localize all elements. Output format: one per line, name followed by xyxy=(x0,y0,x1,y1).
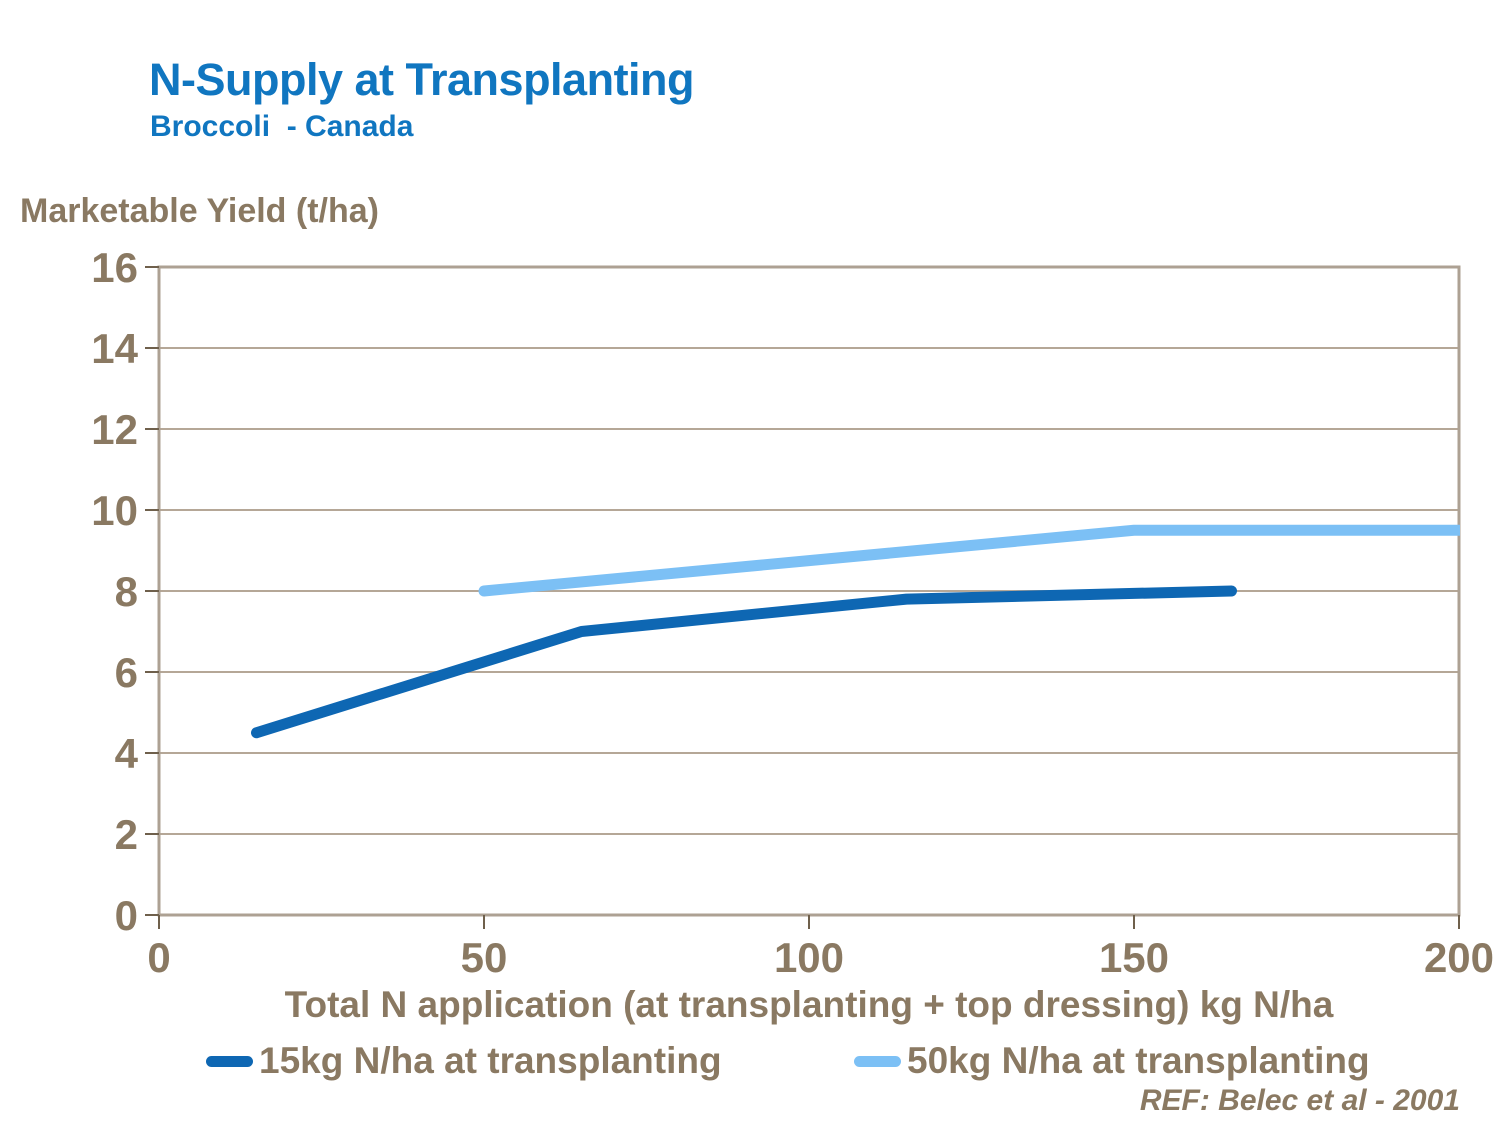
y-tick-label-4: 4 xyxy=(115,730,139,777)
x-tick-label-150: 150 xyxy=(1099,934,1169,981)
x-tick-label-100: 100 xyxy=(774,934,844,981)
y-tick-label-6: 6 xyxy=(115,649,138,696)
reference-citation: REF: Belec et al - 2001 xyxy=(1139,1084,1460,1117)
series-line-0 xyxy=(251,585,1237,739)
y-tick-label-2: 2 xyxy=(115,811,138,858)
y-tick-label-10: 10 xyxy=(91,487,138,534)
legend-item-15kg: 15kg N/ha at transplanting xyxy=(206,1038,722,1084)
y-tick-label-12: 12 xyxy=(91,406,138,453)
legend-label: 50kg N/ha at transplanting xyxy=(907,1040,1370,1081)
y-tick-label-0: 0 xyxy=(115,892,138,939)
x-tick-label-50: 50 xyxy=(461,934,508,981)
legend-label: 15kg N/ha at transplanting xyxy=(259,1040,722,1081)
legend-line-swatch-dark-blue xyxy=(206,1055,253,1067)
x-tick-label-0: 0 xyxy=(147,934,170,981)
y-tick-label-16: 16 xyxy=(91,244,138,291)
legend-item-50kg: 50kg N/ha at transplanting xyxy=(854,1038,1370,1084)
chart-subtitle: Broccoli - Canada xyxy=(150,110,414,143)
y-axis-title: Marketable Yield (t/ha) xyxy=(20,192,379,230)
series-line-1 xyxy=(478,524,1460,597)
x-tick-label-200: 200 xyxy=(1424,934,1494,981)
y-tick-label-8: 8 xyxy=(115,568,138,615)
y-tick-label-14: 14 xyxy=(91,325,138,372)
legend-line-swatch-light-blue xyxy=(854,1055,901,1067)
x-axis-title: Total N application (at transplanting + … xyxy=(284,984,1334,1025)
chart-title: N-Supply at Transplanting xyxy=(149,54,695,105)
